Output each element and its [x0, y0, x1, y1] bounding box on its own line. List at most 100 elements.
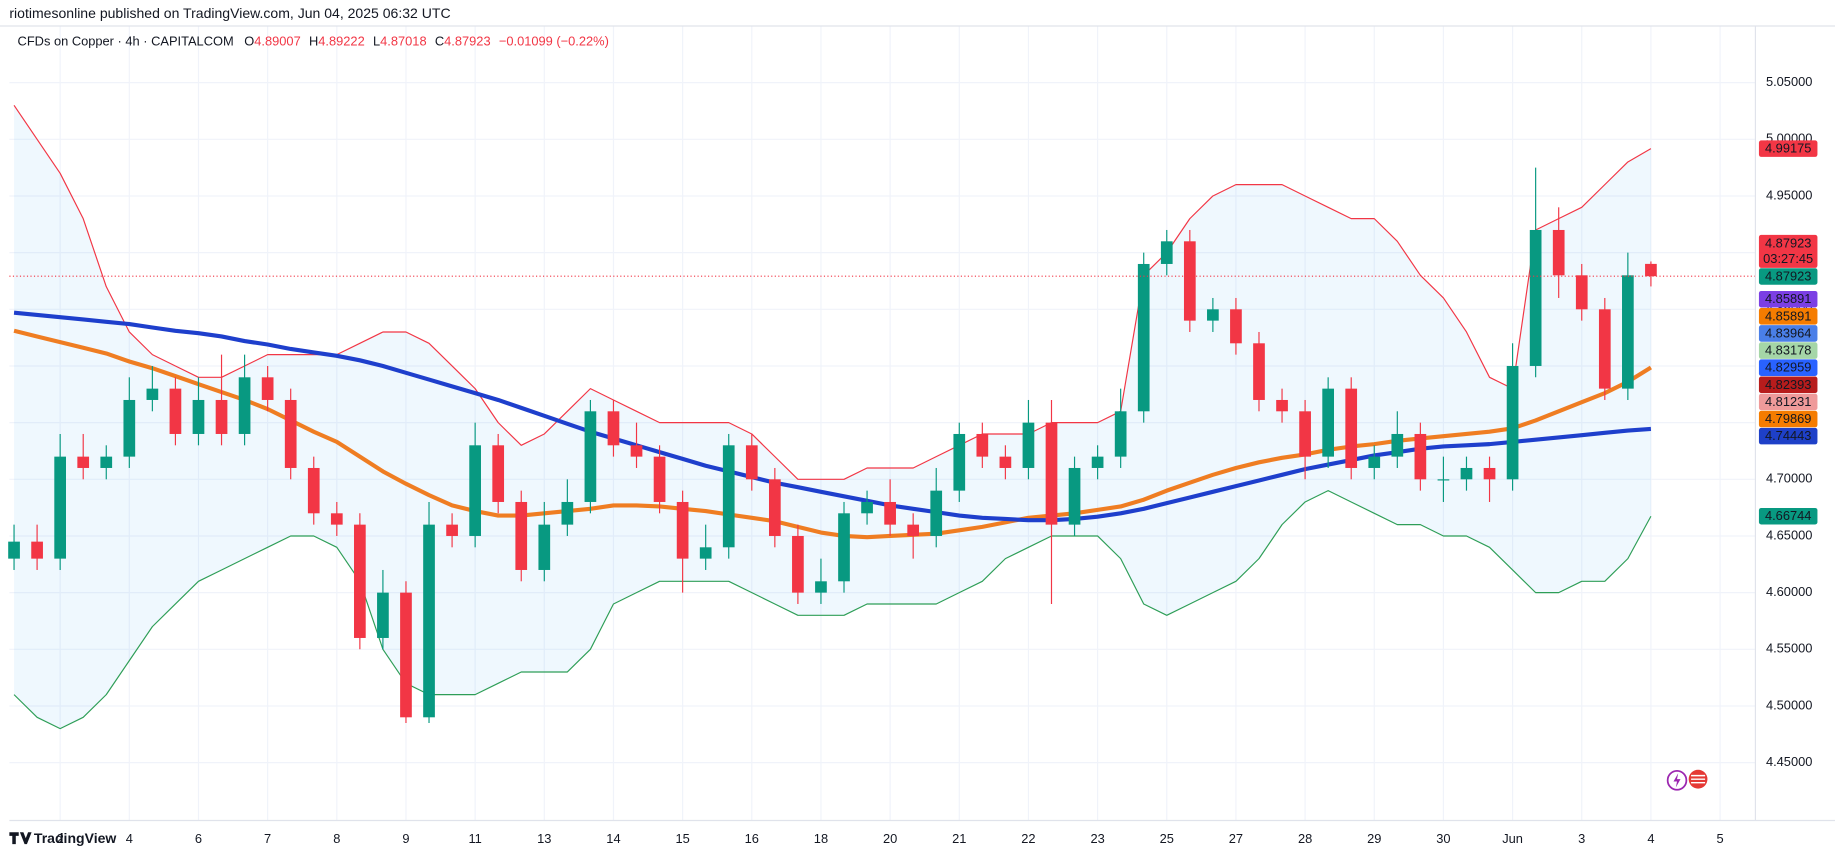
candle-body	[1622, 275, 1634, 389]
candle-body	[907, 524, 920, 536]
x-tick-label: 4	[1647, 831, 1654, 846]
candle-body	[400, 592, 412, 718]
candle-body	[1299, 411, 1311, 457]
x-tick-label: 18	[814, 831, 828, 846]
candle-body	[515, 501, 528, 570]
candle-body	[861, 501, 873, 514]
candle-body	[284, 399, 297, 468]
x-tick-label: 27	[1229, 831, 1243, 846]
candle-body	[307, 467, 320, 514]
price-tag-box	[1758, 359, 1818, 376]
price-tag-label: 4.66744	[1765, 508, 1811, 523]
icons[interactable]	[1666, 769, 1708, 791]
price-tag-box	[1758, 325, 1818, 342]
candle-body	[1414, 433, 1427, 480]
candle-body	[630, 445, 643, 457]
price-tag: 4.85891	[1758, 290, 1818, 308]
symbol: CFDs on Copper · 4h · CAPITALCOM	[18, 34, 234, 49]
x-tick-label: 2	[57, 831, 64, 846]
candle-body	[653, 456, 666, 502]
indicator-line	[13, 104, 1652, 480]
candle-body	[699, 547, 712, 559]
candle-body	[1437, 479, 1450, 481]
price-tag: 4.82393	[1758, 376, 1818, 394]
indicator-line	[13, 490, 1652, 730]
candle-body	[8, 541, 20, 559]
candle-body	[100, 456, 113, 468]
flag-icon-stripes	[1691, 774, 1706, 784]
x-tick-label: 9	[402, 831, 409, 846]
price-tag-label: 4.85891	[1765, 308, 1811, 323]
candle-body	[169, 388, 182, 434]
price-tag-label: 4.83964	[1765, 325, 1811, 340]
candle-body	[584, 411, 597, 502]
price-tag-box	[1758, 140, 1818, 157]
candle-body	[423, 524, 435, 718]
candle-body	[838, 513, 850, 582]
price-tag: 4.87923	[1758, 268, 1818, 285]
candle-body	[1391, 433, 1404, 457]
candle-body	[1114, 411, 1127, 457]
candle-body	[1230, 309, 1242, 344]
x-tick-label: 28	[1298, 831, 1312, 846]
x-tick-label: 21	[952, 831, 966, 846]
candle-body	[146, 388, 159, 400]
candle-body	[261, 377, 274, 400]
ohlc-letter: H	[309, 34, 318, 49]
candle-body	[722, 445, 735, 548]
price-tag-label: 4.81231	[1765, 394, 1811, 409]
price-tag-box	[1758, 376, 1818, 394]
logo-text: TradingView	[34, 830, 116, 846]
price-tag-box	[1758, 290, 1818, 308]
candle-body	[999, 456, 1012, 468]
countdown: 03:27:45	[1763, 251, 1813, 266]
x-tick-label: 15	[675, 831, 689, 846]
price-tag-box	[1758, 308, 1818, 325]
candle-body	[1160, 241, 1173, 264]
y-tick-label: 4.50000	[1766, 697, 1812, 712]
candle-body	[1368, 456, 1381, 468]
indicator-line	[13, 310, 1652, 523]
candle-body	[815, 581, 827, 593]
candle-body	[1253, 343, 1265, 400]
price-tag: 4.81231	[1758, 393, 1818, 411]
price-tag: 4.82959	[1758, 359, 1818, 376]
candle-body	[77, 456, 90, 468]
x-tick-label: 3	[1578, 831, 1585, 846]
candle-body	[123, 399, 136, 457]
price-tag-label: 4.74443	[1765, 428, 1811, 443]
candle-body	[1506, 365, 1519, 480]
ohlc-letter: C	[435, 34, 444, 49]
candle-body	[953, 433, 966, 491]
candle-body	[792, 535, 804, 593]
x-tick-label: 25	[1160, 831, 1174, 846]
candle-body	[446, 524, 458, 536]
candle-body	[1091, 456, 1104, 468]
candle-body	[1183, 241, 1196, 321]
candle-body	[1276, 399, 1288, 412]
price-tag-box	[1758, 393, 1818, 411]
price-tag-label: 4.87923	[1765, 268, 1811, 283]
price-tag: 4.74443	[1758, 427, 1818, 445]
price-tag-label: 4.82393	[1765, 377, 1811, 392]
x-tick-label: 11	[468, 831, 481, 846]
candle-body	[1045, 422, 1058, 525]
candle-body	[1068, 467, 1081, 525]
candle-body	[745, 445, 758, 480]
y-tick-label: 5.05000	[1766, 74, 1812, 89]
change: −0.01099 (−0.22%)	[499, 34, 609, 49]
price-tag-label: 4.83178	[1765, 343, 1811, 358]
price-tag-label: 4.79869	[1765, 411, 1811, 426]
x-tick-label: 29	[1367, 831, 1381, 846]
price-axis: 4.45000 4.50000 4.55000 4.60000 4.65000 4.700…	[57, 74, 1818, 846]
price-tag-box	[1758, 342, 1818, 359]
candle-body	[1022, 422, 1035, 468]
candle-body	[1137, 263, 1150, 412]
candle-body	[377, 592, 389, 638]
y-tick-label: 4.95000	[1766, 187, 1812, 202]
candle-body	[1552, 229, 1565, 276]
y-tick-label: 4.70000	[1766, 471, 1812, 486]
price-tag-label: 4.82959	[1765, 360, 1811, 375]
